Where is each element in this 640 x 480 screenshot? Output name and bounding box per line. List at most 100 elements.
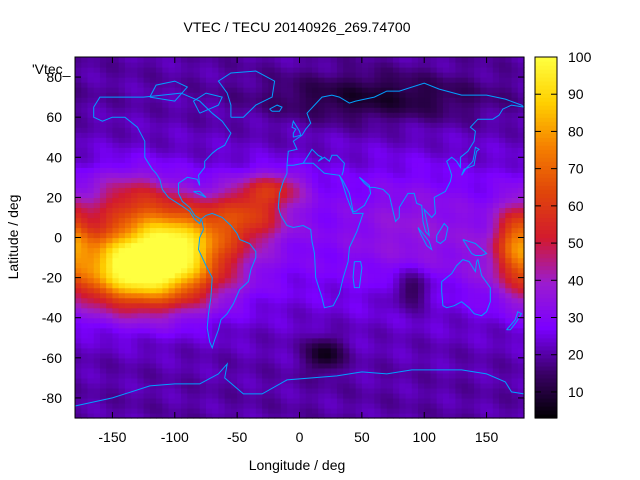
heatmap-cell — [399, 157, 407, 163]
heatmap-cell — [137, 117, 145, 123]
heatmap-cell — [81, 277, 89, 284]
heatmap-cell — [374, 152, 382, 158]
heatmap-cell — [318, 412, 326, 419]
heatmap-cell — [99, 102, 107, 108]
heatmap-cell — [492, 242, 500, 249]
heatmap-cell — [124, 392, 132, 399]
heatmap-cell — [93, 407, 101, 414]
heatmap-cell — [318, 312, 326, 319]
heatmap-cell — [368, 392, 375, 399]
heatmap-cell — [274, 342, 282, 349]
heatmap-layer — [75, 57, 525, 419]
heatmap-cell — [212, 297, 220, 304]
heatmap-cell — [486, 392, 494, 399]
heatmap-cell — [486, 87, 494, 93]
heatmap-cell — [106, 287, 114, 294]
heatmap-cell — [449, 322, 457, 329]
heatmap-cell — [430, 182, 438, 188]
heatmap-cell — [87, 352, 95, 359]
heatmap-cell — [424, 262, 432, 269]
heatmap-cell — [237, 397, 244, 404]
heatmap-cell — [224, 192, 232, 198]
heatmap-cell — [305, 147, 313, 153]
heatmap-cell — [81, 132, 89, 138]
heatmap-cell — [143, 362, 151, 369]
heatmap-cell — [343, 87, 350, 93]
heatmap-cell — [118, 232, 126, 239]
heatmap-cell — [505, 107, 513, 113]
heatmap-cell — [243, 247, 251, 254]
heatmap-cell — [212, 107, 220, 113]
heatmap-cell — [430, 242, 438, 249]
heatmap-cell — [324, 382, 332, 389]
heatmap-cell — [311, 342, 319, 349]
heatmap-cell — [305, 272, 313, 279]
heatmap-cell — [149, 312, 157, 319]
heatmap-cell — [324, 182, 332, 188]
heatmap-cell — [99, 227, 107, 234]
heatmap-cell — [380, 317, 388, 324]
heatmap-cell — [430, 217, 438, 224]
heatmap-cell — [131, 307, 138, 314]
heatmap-cell — [343, 232, 350, 239]
heatmap-cell — [393, 192, 400, 198]
heatmap-cell — [417, 372, 425, 379]
heatmap-cell — [106, 302, 114, 309]
heatmap-cell — [436, 302, 444, 309]
heatmap-cell — [436, 387, 444, 394]
heatmap-cell — [343, 322, 350, 329]
heatmap-cell — [386, 357, 394, 364]
heatmap-cell — [99, 127, 107, 133]
heatmap-cell — [168, 267, 176, 274]
heatmap-cell — [218, 282, 226, 289]
heatmap-cell — [474, 407, 481, 414]
heatmap-cell — [268, 187, 276, 193]
heatmap-cell — [336, 252, 344, 259]
heatmap-cell — [424, 157, 432, 163]
heatmap-cell — [355, 147, 363, 153]
heatmap-cell — [480, 112, 488, 118]
heatmap-cell — [237, 137, 244, 143]
heatmap-cell — [505, 202, 513, 209]
heatmap-cell — [343, 127, 350, 133]
heatmap-cell — [299, 177, 307, 183]
heatmap-cell — [324, 302, 332, 309]
heatmap-cell — [249, 407, 257, 414]
heatmap-cell — [268, 102, 276, 108]
heatmap-cell — [243, 262, 251, 269]
heatmap-cell — [112, 247, 120, 254]
heatmap-cell — [218, 122, 226, 128]
heatmap-cell — [156, 217, 163, 224]
heatmap-cell — [374, 352, 382, 359]
heatmap-cell — [93, 412, 101, 419]
heatmap-cell — [87, 202, 95, 209]
heatmap-cell — [455, 177, 463, 183]
heatmap-cell — [461, 157, 469, 163]
heatmap-cell — [212, 217, 220, 224]
heatmap-cell — [87, 402, 95, 409]
heatmap-cell — [517, 262, 525, 269]
heatmap-cell — [449, 397, 457, 404]
heatmap-cell — [368, 147, 375, 153]
heatmap-cell — [511, 407, 519, 414]
heatmap-cell — [99, 387, 107, 394]
heatmap-cell — [324, 192, 332, 198]
heatmap-cell — [492, 287, 500, 294]
heatmap-cell — [280, 337, 288, 344]
heatmap-cell — [106, 172, 114, 178]
heatmap-cell — [212, 242, 220, 249]
heatmap-cell — [262, 277, 269, 284]
heatmap-cell — [193, 337, 201, 344]
heatmap-cell — [168, 147, 176, 153]
heatmap-cell — [249, 72, 257, 78]
heatmap-cell — [187, 302, 195, 309]
heatmap-cell — [87, 252, 95, 259]
heatmap-cell — [499, 117, 506, 123]
heatmap-cell — [124, 302, 132, 309]
heatmap-cell — [430, 372, 438, 379]
heatmap-cell — [199, 162, 207, 168]
heatmap-cell — [112, 412, 120, 419]
heatmap-cell — [311, 127, 319, 133]
heatmap-cell — [492, 152, 500, 158]
heatmap-cell — [299, 117, 307, 123]
